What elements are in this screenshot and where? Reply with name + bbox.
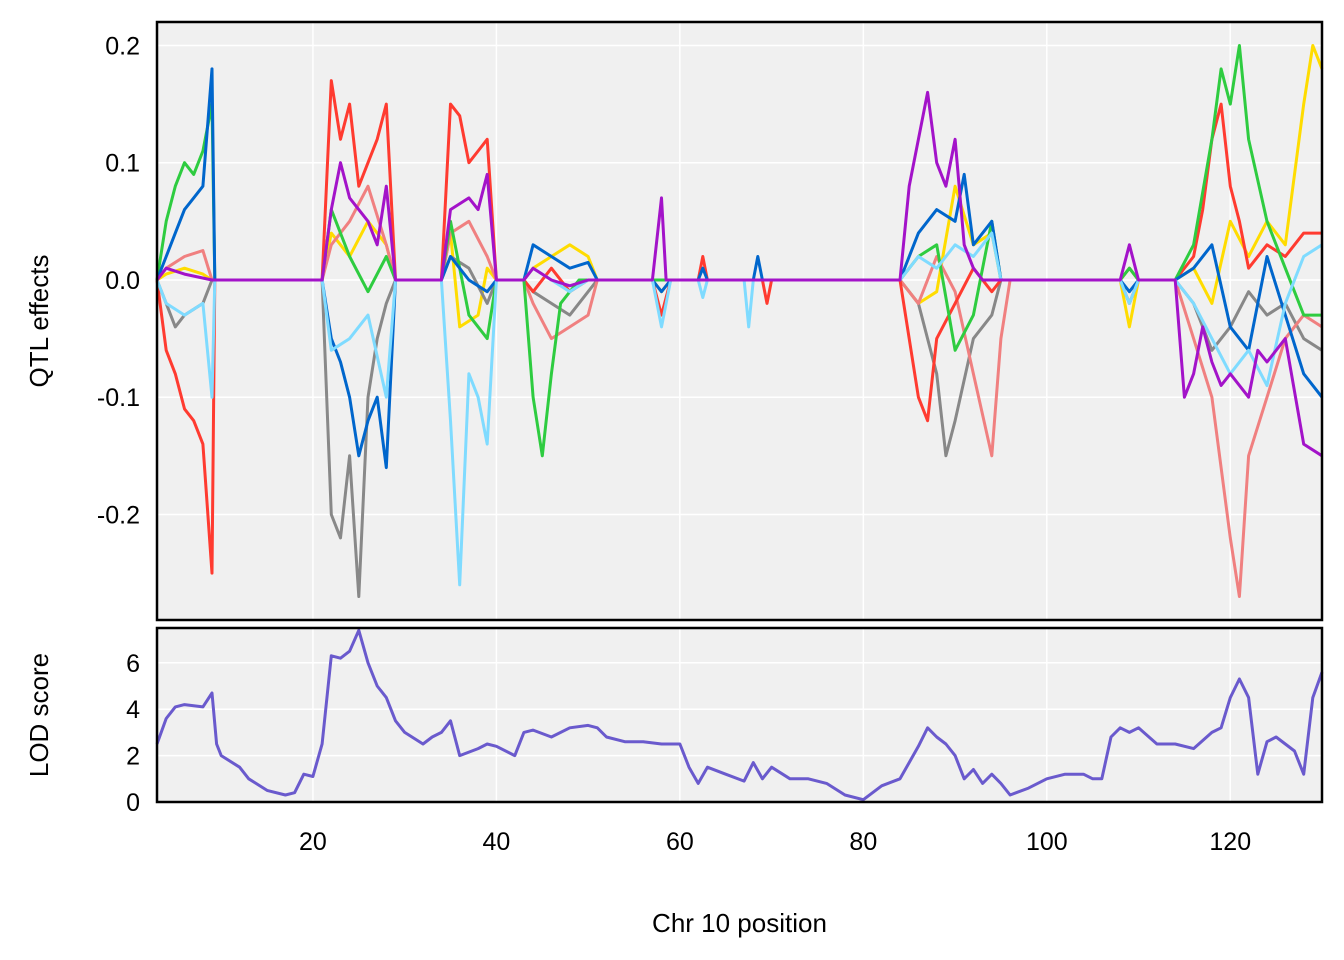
top-y-tick-label-1: -0.1 bbox=[97, 384, 140, 412]
effects-panel: -0.2 -0.1 0.0 0.1 0.2 QTL effects bbox=[24, 20, 1324, 622]
bot-series-line-0 bbox=[155, 628, 1324, 802]
bot-y-tick-label-3: 6 bbox=[126, 650, 140, 678]
effects-y-tick-labels: -0.2 -0.1 0.0 0.1 0.2 bbox=[97, 32, 140, 529]
lod-plot-background bbox=[157, 628, 1322, 802]
bot-y-tick-label-1: 2 bbox=[126, 743, 140, 771]
effects-plot-frame bbox=[155, 20, 1324, 622]
lod-plot-frame bbox=[155, 626, 1324, 804]
lod-y-axis-title: LOD score bbox=[24, 653, 54, 777]
effects-series-lines bbox=[155, 44, 1324, 598]
x-tick-labels: 20 40 60 80 100 120 bbox=[299, 828, 1251, 856]
top-y-tick-label-3: 0.1 bbox=[105, 150, 140, 178]
top-series-line-7 bbox=[155, 90, 1323, 458]
lod-series-lines bbox=[155, 628, 1324, 802]
x-tick-label-5: 120 bbox=[1209, 828, 1251, 856]
top-series-line-3 bbox=[155, 79, 1322, 575]
effects-plot-background bbox=[157, 22, 1322, 620]
x-axis-title: Chr 10 position bbox=[652, 908, 827, 938]
x-tick-label-3: 80 bbox=[849, 828, 877, 856]
bot-y-tick-label-2: 4 bbox=[126, 696, 140, 724]
x-tick-label-0: 20 bbox=[299, 828, 327, 856]
lod-y-tick-labels: 0 2 4 6 bbox=[126, 650, 140, 817]
top-y-tick-label-0: -0.2 bbox=[97, 501, 140, 529]
x-tick-label-1: 40 bbox=[483, 828, 511, 856]
lod-panel: 0 2 4 6 20 40 60 80 100 120 LOD score Chr 10 pos… bbox=[24, 626, 1324, 938]
x-tick-label-2: 60 bbox=[666, 828, 694, 856]
x-tick-label-4: 100 bbox=[1026, 828, 1068, 856]
bot-y-tick-label-0: 0 bbox=[126, 789, 140, 817]
top-y-tick-label-4: 0.2 bbox=[105, 32, 140, 60]
top-y-tick-label-2: 0.0 bbox=[105, 267, 140, 295]
effects-y-axis-title: QTL effects bbox=[24, 255, 54, 388]
